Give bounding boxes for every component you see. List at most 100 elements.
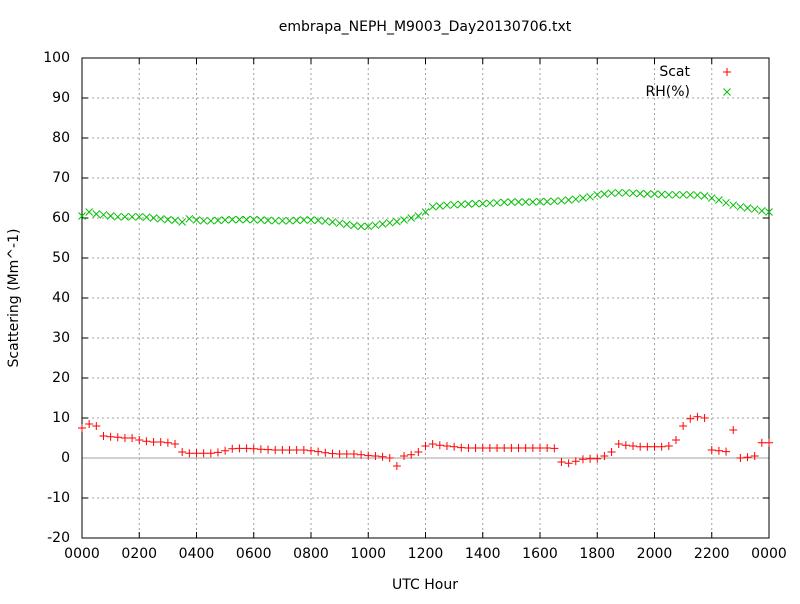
data-point <box>528 198 537 206</box>
data-point <box>514 444 523 452</box>
x-tick-label: 1400 <box>465 546 501 562</box>
data-point <box>650 190 659 198</box>
data-point <box>271 216 280 225</box>
data-point <box>657 190 666 199</box>
x-tick-label: 1000 <box>350 546 386 562</box>
data-point <box>757 206 766 215</box>
data-point <box>285 216 294 225</box>
data-point <box>500 198 509 207</box>
data-point <box>292 446 301 454</box>
data-point <box>700 414 709 422</box>
chart-title: embrapa_NEPH_M9003_Day20130706.txt <box>279 19 572 35</box>
data-point <box>149 438 158 446</box>
data-point <box>393 217 401 226</box>
y-axis-label: Scattering (Mm^-1) <box>6 229 22 368</box>
data-point <box>221 446 230 455</box>
data-point <box>586 192 594 201</box>
data-point <box>485 444 494 452</box>
data-point <box>629 442 638 450</box>
data-point <box>557 458 566 466</box>
y-tick-label: 60 <box>52 210 70 226</box>
data-point <box>128 212 136 221</box>
data-point <box>120 434 129 442</box>
data-point <box>113 433 122 442</box>
data-point <box>621 441 630 450</box>
data-point <box>378 452 387 461</box>
data-point <box>357 450 366 459</box>
data-point <box>471 199 480 208</box>
data-point <box>707 446 716 454</box>
data-point <box>364 451 373 460</box>
data-point <box>457 443 466 452</box>
data-point <box>671 436 680 444</box>
y-tick-label: 80 <box>52 130 70 146</box>
data-point <box>156 214 165 223</box>
data-point <box>500 444 509 452</box>
data-point <box>450 200 458 209</box>
x-tick-label: 0800 <box>293 546 329 562</box>
data-point <box>614 440 623 448</box>
data-point <box>593 190 602 199</box>
y-tick-label: 90 <box>52 90 70 106</box>
y-tick-label: 20 <box>52 370 70 386</box>
data-point <box>357 222 365 231</box>
data-point <box>142 437 151 446</box>
data-point <box>163 438 172 447</box>
x-tick-label: 0000 <box>64 546 100 562</box>
data-point <box>400 452 409 460</box>
data-point <box>664 442 673 450</box>
data-point <box>607 189 616 198</box>
data-point <box>586 454 595 463</box>
data-point <box>471 444 480 452</box>
data-point <box>414 448 423 456</box>
data-point <box>371 221 380 230</box>
data-point <box>221 216 229 224</box>
data-point <box>85 420 94 428</box>
data-point <box>486 199 494 208</box>
data-point <box>636 442 645 451</box>
data-point <box>392 462 401 470</box>
data-point <box>299 446 308 454</box>
data-point <box>321 448 330 457</box>
data-point <box>242 444 251 453</box>
data-point <box>664 190 673 199</box>
data-point <box>557 196 566 205</box>
data-point <box>622 188 630 197</box>
data-point <box>600 452 609 460</box>
data-point <box>743 204 752 212</box>
data-point <box>729 201 738 210</box>
data-point <box>700 192 709 200</box>
x-tick-label: 2000 <box>637 546 673 562</box>
data-point <box>149 214 158 222</box>
data-point <box>750 452 759 460</box>
data-point <box>192 449 201 458</box>
data-point <box>614 188 623 197</box>
data-point <box>206 216 215 225</box>
data-point <box>672 190 680 199</box>
data-point <box>242 215 251 224</box>
data-point <box>371 452 380 460</box>
data-point <box>106 432 115 441</box>
data-point <box>593 454 602 463</box>
data-point <box>156 438 165 446</box>
data-point <box>321 217 330 226</box>
data-point <box>636 189 645 198</box>
data-point <box>564 196 573 204</box>
data-point <box>400 216 408 224</box>
data-point <box>543 444 552 452</box>
legend-label: RH(%) <box>646 84 690 100</box>
x-tick-label: 1800 <box>579 546 615 562</box>
data-point <box>428 440 437 448</box>
data-point <box>257 216 265 224</box>
data-point <box>543 197 552 206</box>
data-point <box>285 446 294 454</box>
data-point <box>507 444 516 452</box>
data-point <box>228 215 237 224</box>
data-point <box>299 216 308 224</box>
x-axis-label: UTC Hour <box>392 577 458 593</box>
x-tick-label: 0000 <box>751 546 787 562</box>
x-tick-label: 0400 <box>179 546 215 562</box>
data-point <box>407 450 416 459</box>
data-point <box>135 436 144 444</box>
